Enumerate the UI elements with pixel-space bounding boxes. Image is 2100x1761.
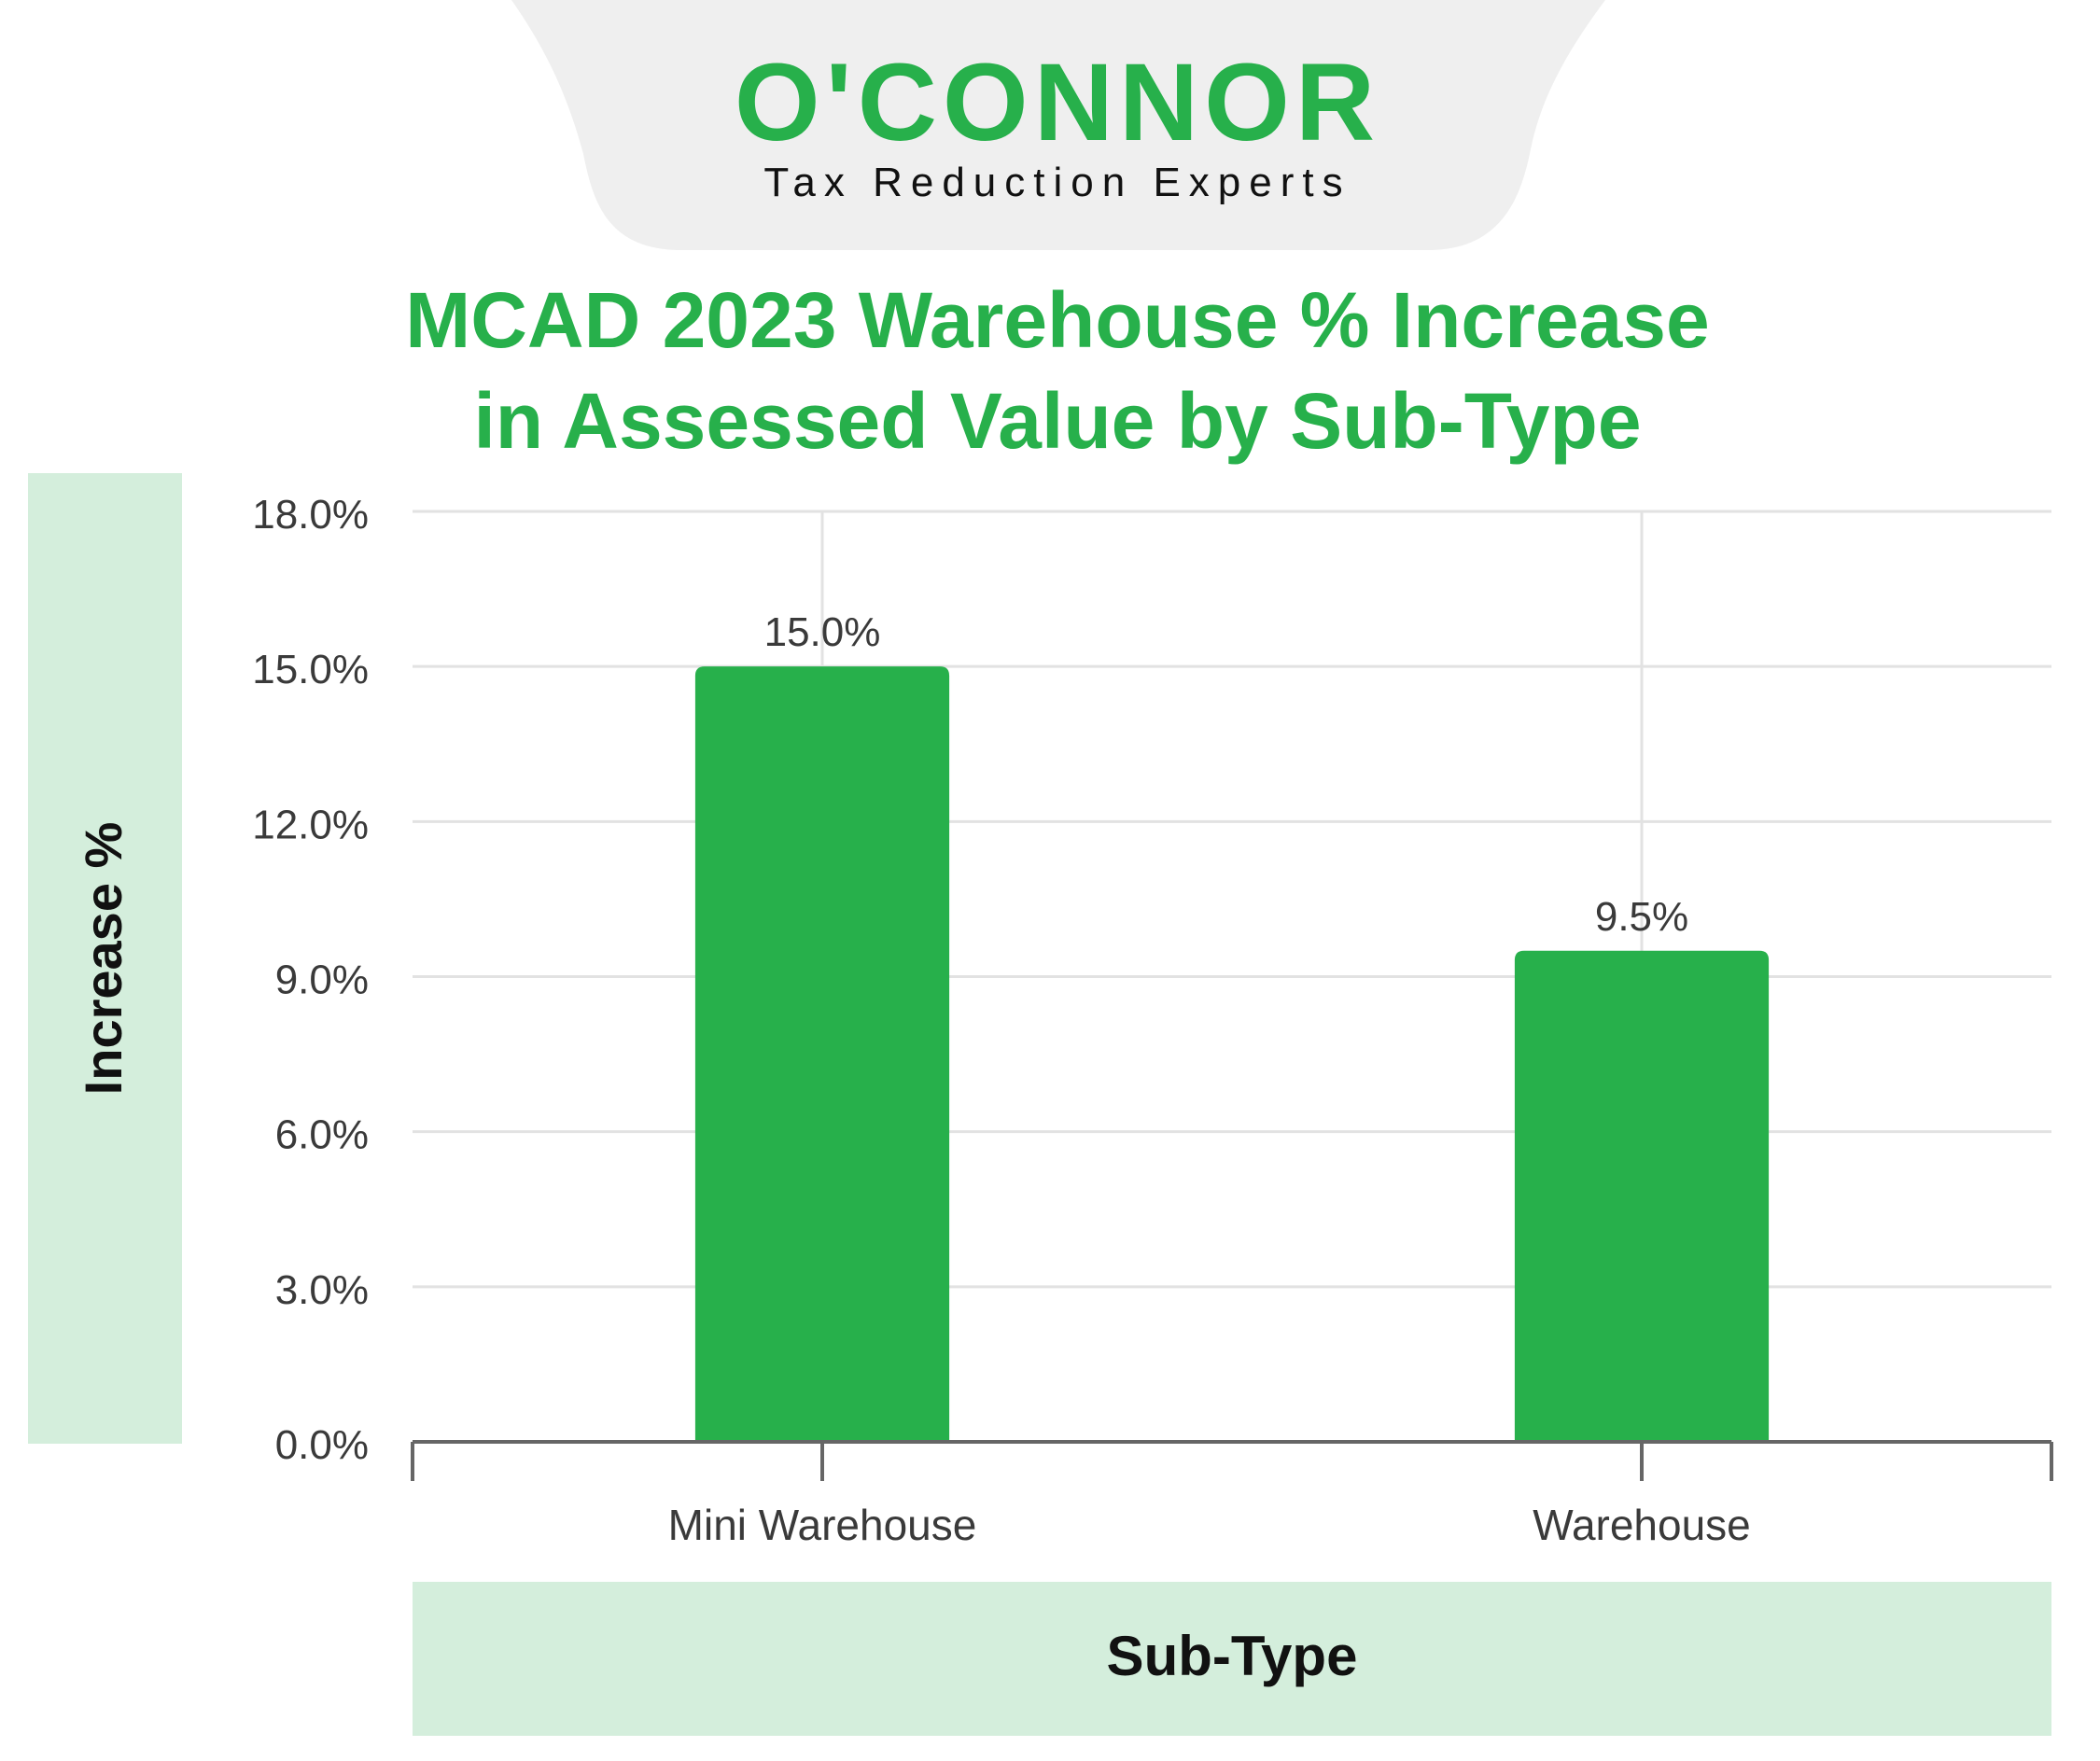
y-axis-label-panel [28, 473, 182, 1444]
x-axis-label: Sub-Type [1107, 1625, 1358, 1687]
brand-logo: O'CONNOR Tax Reduction Experts [735, 41, 1380, 205]
x-axis-ticks: Mini Warehouse Warehouse [668, 1501, 1751, 1549]
x-axis [411, 1440, 2053, 1481]
y-tick-label: 15.0% [252, 647, 369, 692]
y-axis-label: Increase % [74, 822, 133, 1096]
header-background [511, 0, 1605, 250]
y-tick-label: 12.0% [252, 802, 369, 847]
y-tick-label: 18.0% [252, 492, 369, 538]
x-tick-label: Warehouse [1533, 1501, 1751, 1549]
y-tick-label: 6.0% [275, 1112, 369, 1158]
bar-warehouse [1514, 950, 1770, 1442]
y-tick-label: 0.0% [275, 1422, 369, 1468]
y-tick-label: 9.0% [275, 957, 369, 1003]
bar-mini-warehouse [694, 666, 950, 1442]
gridlines [413, 510, 2051, 1442]
x-axis-label-panel [413, 1582, 2051, 1736]
chart-title-line-2: in Assessed Value by Sub-Type [473, 377, 1641, 465]
data-labels: 15.0% 9.5% [764, 609, 1689, 940]
brand-tagline: Tax Reduction Experts [763, 160, 1351, 205]
data-label: 9.5% [1595, 894, 1688, 940]
y-axis-ticks: 0.0% 3.0% 6.0% 9.0% 12.0% 15.0% 18.0% [252, 492, 369, 1468]
y-tick-label: 3.0% [275, 1267, 369, 1313]
bars [694, 666, 1770, 1442]
chart-title-line-1: MCAD 2023 Warehouse % Increase [405, 276, 1709, 364]
brand-logo-wordmark: O'CONNOR [735, 41, 1380, 164]
x-tick-label: Mini Warehouse [668, 1501, 977, 1549]
data-label: 15.0% [764, 609, 881, 655]
